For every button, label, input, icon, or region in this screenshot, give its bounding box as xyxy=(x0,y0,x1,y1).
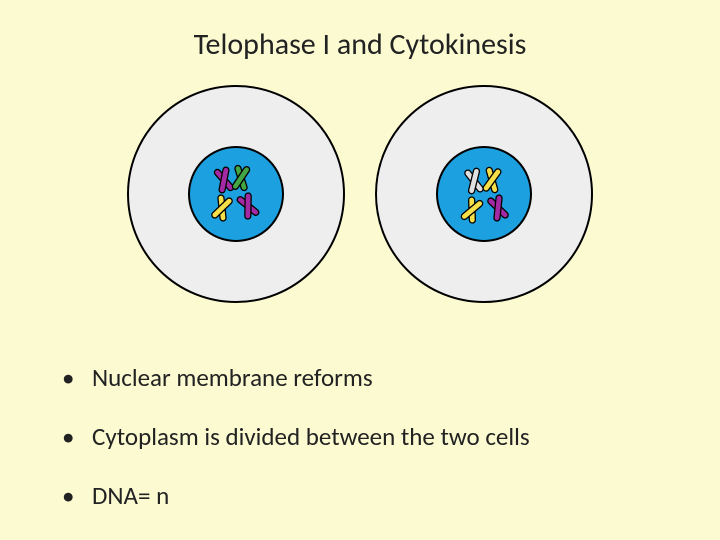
bullet-item: Nuclear membrane reforms xyxy=(62,362,530,393)
cell-right xyxy=(375,85,593,303)
page-title: Telophase I and Cytokinesis xyxy=(0,26,720,63)
bullet-item: DNA= n xyxy=(62,480,530,511)
nucleus-left xyxy=(188,146,284,242)
cell-left xyxy=(127,85,345,303)
bullet-list: Nuclear membrane reforms Cytoplasm is di… xyxy=(62,362,530,539)
chromosomes-right xyxy=(438,148,534,244)
chromosomes-left xyxy=(190,148,286,244)
bullet-item: Cytoplasm is divided between the two cel… xyxy=(62,421,530,452)
cell-diagram-row xyxy=(0,85,720,303)
nucleus-right xyxy=(436,146,532,242)
